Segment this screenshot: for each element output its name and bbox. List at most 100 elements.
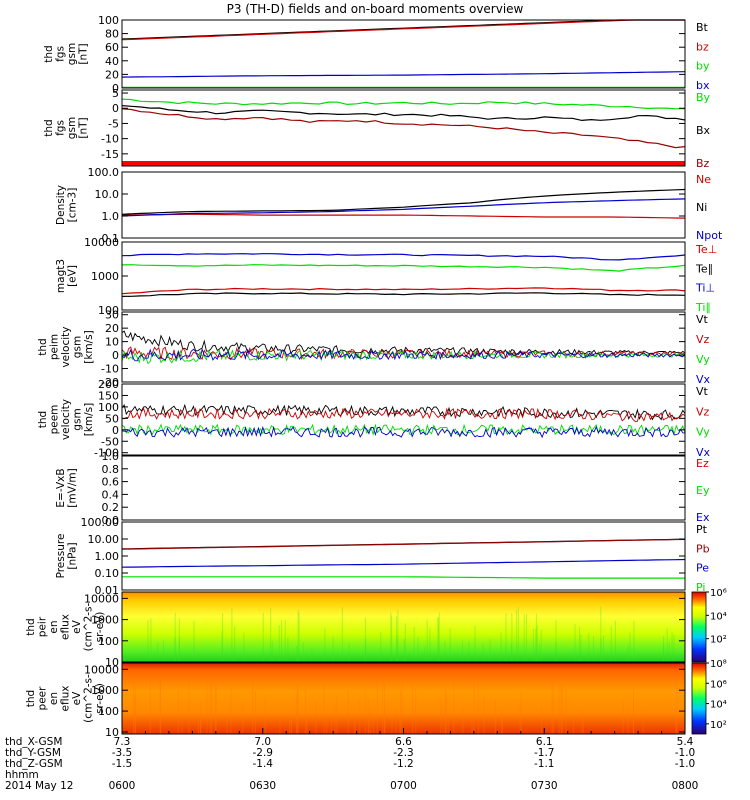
y-tick-label: 30 (105, 309, 119, 322)
ephemeris-value: -1.1 (534, 758, 555, 770)
y-axis-label: en (48, 692, 60, 705)
legend-entry: Vx (696, 373, 711, 386)
series-line-Vz (121, 346, 686, 361)
panel-frame (121, 383, 686, 456)
y-tick-label: 100 (98, 635, 119, 648)
y-axis-label: [nT] (78, 117, 90, 138)
ephemeris-label: thd_Y-GSM (5, 747, 61, 759)
y-tick-label: 200 (98, 378, 119, 391)
y-tick-label: -50 (101, 435, 119, 448)
y-tick-label: 10000 (84, 663, 119, 676)
panel-frame (121, 455, 686, 521)
series-line-By (121, 98, 686, 110)
legend-entry: Ne (696, 173, 711, 186)
series-line-Pb (121, 538, 686, 550)
y-tick-label: -15 (101, 148, 119, 161)
y-axis-label: E=-VxB (55, 468, 67, 507)
y-tick-label: 5 (112, 87, 119, 100)
legend-entry: by (696, 60, 710, 73)
colorbar-tick-label: 10² (710, 720, 727, 731)
ephemeris-label: thd_Z-GSM (5, 758, 63, 770)
y-tick-label: 0.01 (95, 584, 120, 597)
y-axis-label: gsm (72, 408, 84, 430)
legend-entry: Vt (696, 313, 709, 326)
y-axis-label: sr-eV) (94, 612, 106, 643)
y-axis-label: gsm (66, 117, 78, 139)
ephemeris-value: -2.3 (393, 747, 414, 759)
panel-3: 100.0 10.0 1.0 0.1 Density [cm-3] Ne Ni Npot (55, 166, 723, 245)
legend-entry: Vt (696, 385, 709, 398)
legend-entry: Te∥ (695, 262, 713, 275)
y-axis-label: thd (37, 411, 49, 428)
y-axis-label: thd (37, 338, 49, 355)
y-tick-label: 0 (112, 82, 119, 95)
y-tick-label: 0.8 (102, 463, 120, 476)
y-tick-label: 1000 (91, 614, 119, 627)
y-tick-label: 10.0 (95, 188, 120, 201)
colorbar-tick-label: 10⁴ (710, 700, 727, 711)
colorbar (691, 662, 707, 735)
y-axis-label: [km/s] (83, 403, 95, 437)
legend-entry: Ey (696, 484, 710, 497)
colorbar-tick-label: 10⁸ (710, 659, 727, 670)
legend-entry: Te⊥ (695, 243, 717, 256)
y-tick-label: 0 (112, 424, 119, 437)
y-axis-label: velocity (60, 326, 72, 367)
y-axis-label: fgs (55, 46, 67, 62)
y-tick-label: 10 (105, 726, 119, 739)
panel-10: 10⁸ 10⁶ 10⁴ 10² 10000 1000 100 10 thd peer en eflux… (25, 659, 727, 739)
y-tick-label: 100 (98, 401, 119, 414)
series-line-Pi (122, 576, 685, 579)
series-line-Vz (121, 407, 686, 422)
y-tick-label: 0.1 (102, 232, 120, 245)
panel-frame (121, 171, 686, 239)
legend-entry: Ti⊥ (695, 282, 715, 295)
series-line-Pe (121, 558, 686, 568)
y-axis-label: [km/s] (83, 330, 95, 364)
y-tick-label: 0.2 (102, 501, 120, 514)
colorbar-tick-label: 10⁴ (710, 611, 727, 622)
y-tick-label: -10 (101, 363, 119, 376)
quality-flag-bar (122, 161, 685, 166)
ephemeris-value: -1.5 (112, 758, 133, 770)
series-line-Te⊥ (121, 287, 686, 295)
y-axis-label: Density (55, 185, 67, 225)
legend-entry: Vy (696, 353, 710, 366)
y-axis-label: [mV/m] (67, 468, 79, 507)
colorbar-tick-label: 10⁶ (710, 679, 727, 690)
y-tick-label: 100 (98, 304, 119, 317)
y-tick-label: 100 (98, 14, 119, 27)
y-axis-label: eV (71, 619, 83, 633)
y-tick-label: 0 (112, 349, 119, 362)
date-label: 2014 May 12 (5, 780, 73, 792)
y-tick-label: 10 (105, 656, 119, 669)
legend-entry: Pi (696, 581, 705, 594)
series-line-Bz (121, 108, 686, 149)
y-tick-label: 0.0 (102, 514, 120, 527)
legend-entry: Vz (696, 333, 710, 346)
series-line-Npot (121, 198, 686, 217)
panel-frame (121, 591, 686, 663)
y-tick-label: -10 (101, 133, 119, 146)
ephemeris-value: -1.0 (675, 747, 696, 759)
time-axis: thd_X-GSM 7.3 7.0 6.6 6.1 5.4 thd_Y-GSM -3.5 -2.… (5, 728, 698, 792)
x-tick-label: 0630 (249, 780, 276, 792)
y-tick-label: 10000 (84, 236, 119, 249)
colorbar-tick-label: 10⁶ (710, 588, 727, 599)
series-line-bz (121, 19, 685, 41)
y-tick-label: 100.00 (81, 516, 120, 529)
y-tick-label: 150 (98, 389, 119, 402)
legend-entry: Pb (696, 542, 710, 555)
y-axis-label: peir (37, 616, 49, 637)
y-axis-label: magt3 (55, 259, 67, 293)
y-axis-label: eflux (60, 614, 72, 640)
ephemeris-value: -1.4 (253, 758, 274, 770)
y-axis-label: peem (49, 405, 61, 435)
y-axis-label: [eV] (67, 265, 79, 287)
y-tick-label: -100 (94, 447, 119, 460)
ephemeris-value: 7.0 (254, 736, 271, 748)
panel-7: 1.00.80.60.40.20.0 E=-VxB [mV/m] Ez Ey Ex (55, 450, 710, 527)
y-tick-label: 1.0 (102, 210, 120, 223)
ephemeris-label: hhmm (5, 769, 39, 781)
